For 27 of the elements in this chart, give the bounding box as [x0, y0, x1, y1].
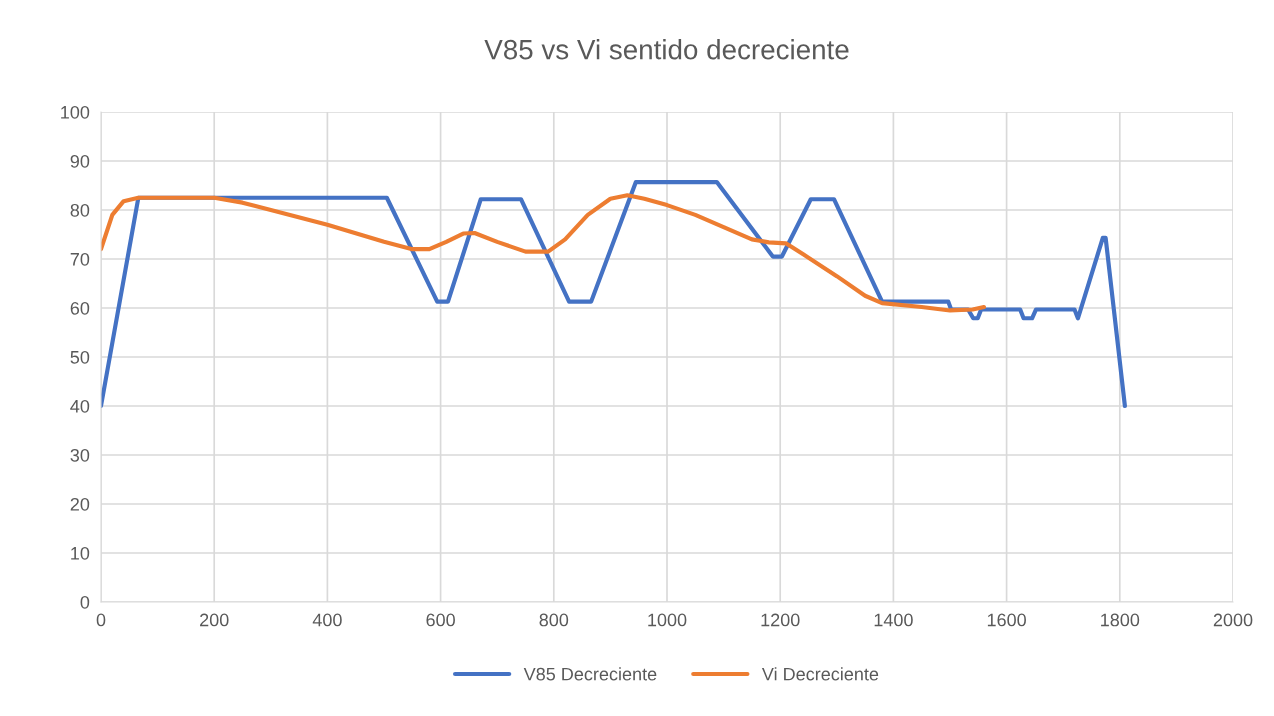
line-series [101, 179, 1127, 409]
x-tick-label: 400 [312, 613, 342, 627]
y-tick-label: 0 [80, 595, 90, 609]
y-tick-label: 70 [70, 252, 90, 266]
y-tick-label: 30 [70, 448, 90, 462]
y-tick-label: 10 [71, 546, 90, 560]
y-tick-label: 20 [70, 497, 90, 511]
y-tick-label: 60 [70, 301, 90, 315]
line-series [101, 193, 987, 313]
legend-label: V85 Decreciente [523, 667, 657, 681]
x-tick-label: 0 [96, 613, 106, 627]
y-tick-label: 80 [70, 203, 90, 217]
x-tick-label: 1600 [987, 613, 1026, 627]
y-tick-label: 50 [70, 350, 90, 364]
y-tick-label: 90 [70, 154, 90, 168]
x-tick-label: 200 [200, 613, 229, 627]
x-tick-label: 600 [426, 613, 455, 627]
x-tick-label: 1200 [761, 613, 800, 627]
x-tick-label: 2000 [1213, 613, 1253, 627]
chart-title: V85 vs Vi sentido decreciente [484, 39, 849, 60]
x-tick-label: 1800 [1101, 613, 1140, 627]
x-tick-label: 1400 [874, 613, 913, 627]
y-tick-label: 40 [70, 399, 90, 413]
x-tick-label: 1000 [648, 613, 687, 627]
x-tick-label: 800 [539, 613, 569, 627]
y-tick-label: 100 [61, 105, 90, 119]
legend-label: Vi Decreciente [761, 667, 879, 681]
